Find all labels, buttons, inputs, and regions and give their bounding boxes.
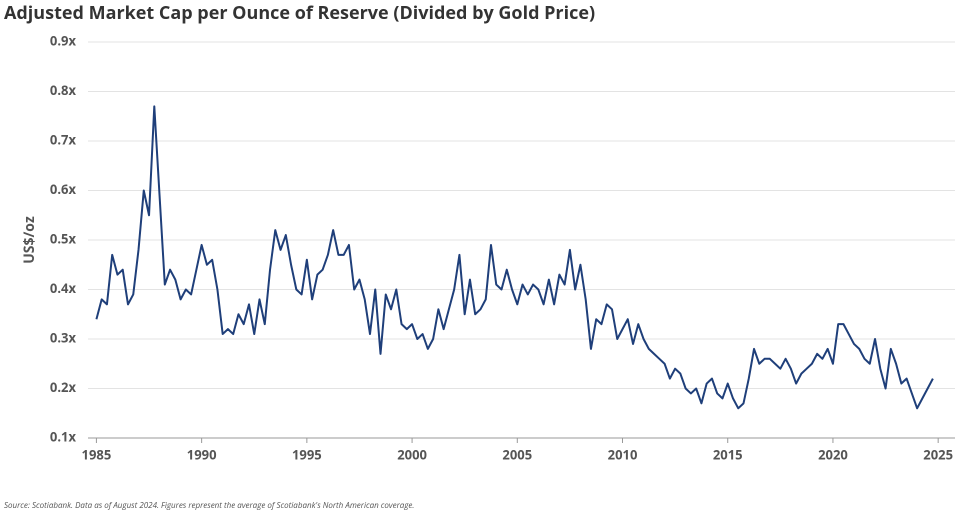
y-tick-label: 0.4x bbox=[50, 279, 77, 297]
y-tick-label: 0.9x bbox=[50, 31, 77, 49]
x-tick-label: 2020 bbox=[818, 445, 848, 463]
x-tick-label: 2025 bbox=[923, 445, 953, 463]
x-tick-label: 1995 bbox=[292, 445, 322, 463]
data-line bbox=[95, 105, 934, 410]
x-tick-label: 2005 bbox=[502, 445, 532, 463]
x-tick-label: 2010 bbox=[608, 445, 638, 463]
y-tick-label: 0.6x bbox=[50, 180, 77, 198]
y-tick-label: 0.7x bbox=[50, 130, 77, 148]
x-tick-label: 1990 bbox=[187, 445, 217, 463]
y-axis-label: US$/oz bbox=[20, 216, 39, 264]
y-tick-label: 0.1x bbox=[50, 427, 77, 445]
source-note: Source: Scotiabank. Data as of August 20… bbox=[4, 500, 414, 511]
y-tick-label: 0.3x bbox=[50, 328, 77, 346]
y-tick-label: 0.2x bbox=[50, 378, 77, 396]
y-tick-label: 0.5x bbox=[50, 229, 77, 247]
y-tick-label: 0.8x bbox=[50, 81, 77, 99]
x-tick-label: 2000 bbox=[397, 445, 427, 463]
chart-title: Adjusted Market Cap per Ounce of Reserve… bbox=[4, 1, 595, 25]
x-tick-label: 1985 bbox=[82, 445, 112, 463]
x-tick-label: 2015 bbox=[713, 445, 743, 463]
